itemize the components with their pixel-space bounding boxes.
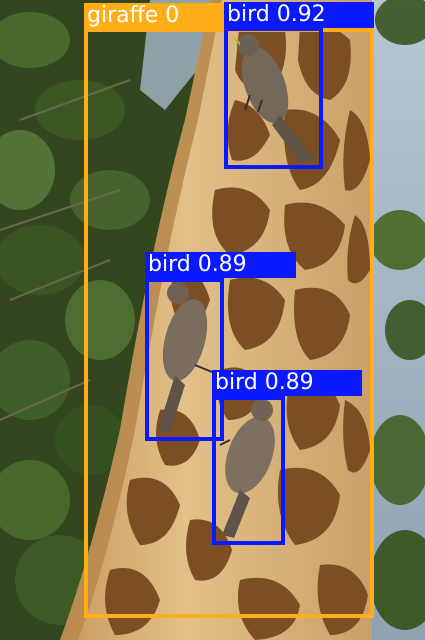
bird-detection-label: bird 0.89 (212, 370, 362, 396)
bird-bounding-box (145, 278, 224, 441)
bird-middle (158, 282, 213, 432)
leaves-left (0, 12, 150, 625)
bird-bounding-box (212, 396, 285, 545)
bird-detection-label: bird 0.92 (224, 2, 374, 28)
giraffe-detection-label: giraffe 0 (84, 3, 226, 29)
bird-bounding-box (224, 27, 323, 169)
bird-bottom (219, 399, 275, 538)
giraffe-mane (60, 0, 222, 640)
bird-top (232, 34, 315, 162)
leaves-right (370, 0, 425, 630)
bird-detection-label: bird 0.89 (145, 252, 296, 278)
